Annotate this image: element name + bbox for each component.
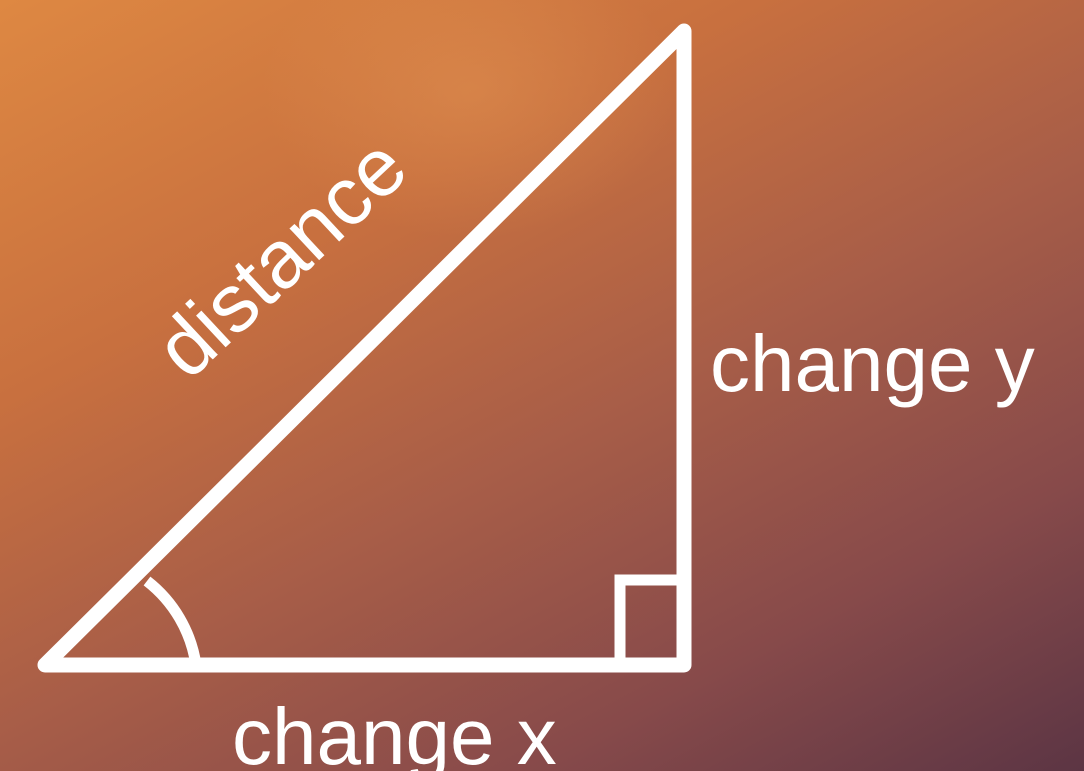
angle-arc	[143, 576, 202, 666]
hypotenuse-label: distance	[139, 120, 424, 395]
horizontal-side-label: change x	[232, 692, 557, 771]
right-triangle	[37, 23, 692, 673]
right-angle-marker	[614, 574, 684, 665]
vertical-side-label: change y	[710, 319, 1035, 408]
background-glow	[260, 0, 680, 240]
